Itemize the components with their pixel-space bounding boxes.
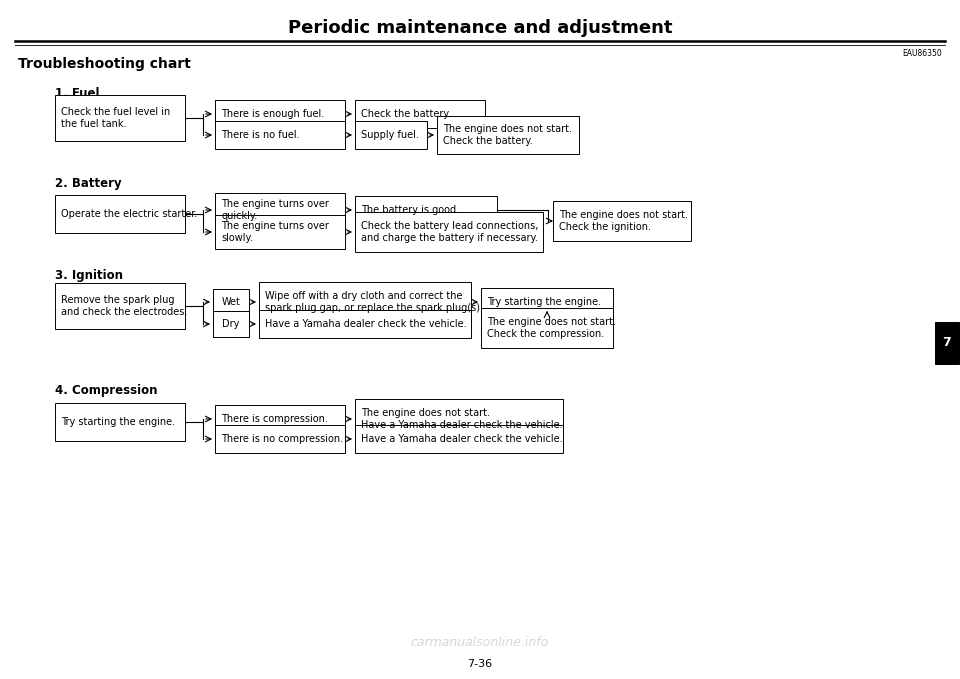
Text: There is no compression.: There is no compression. (221, 434, 343, 444)
FancyBboxPatch shape (355, 196, 497, 224)
Text: There is no fuel.: There is no fuel. (221, 130, 300, 140)
Text: 7: 7 (943, 337, 951, 350)
Text: Check the battery.: Check the battery. (361, 109, 451, 119)
Text: Wipe off with a dry cloth and correct the
spark plug gap, or replace the spark p: Wipe off with a dry cloth and correct th… (265, 291, 483, 313)
FancyBboxPatch shape (215, 215, 345, 249)
FancyBboxPatch shape (355, 212, 543, 252)
FancyBboxPatch shape (355, 425, 563, 453)
Text: The engine does not start.
Check the compression.: The engine does not start. Check the com… (487, 317, 616, 339)
FancyBboxPatch shape (553, 201, 691, 241)
Text: The engine turns over
quickly.: The engine turns over quickly. (221, 199, 329, 221)
Text: carmanualsonline.info: carmanualsonline.info (411, 636, 549, 649)
Text: Try starting the engine.: Try starting the engine. (61, 417, 175, 427)
Text: 7-36: 7-36 (468, 659, 492, 669)
Text: Dry: Dry (223, 319, 240, 329)
Text: Wet: Wet (222, 297, 240, 307)
Text: Have a Yamaha dealer check the vehicle.: Have a Yamaha dealer check the vehicle. (265, 319, 467, 329)
FancyBboxPatch shape (355, 121, 427, 149)
FancyBboxPatch shape (481, 308, 613, 348)
FancyBboxPatch shape (213, 289, 249, 315)
FancyBboxPatch shape (213, 311, 249, 337)
Text: 2. Battery: 2. Battery (55, 177, 122, 190)
Text: The engine does not start.
Have a Yamaha dealer check the vehicle.: The engine does not start. Have a Yamaha… (361, 408, 563, 430)
FancyBboxPatch shape (355, 399, 563, 439)
Text: The engine does not start.
Check the battery.: The engine does not start. Check the bat… (443, 124, 572, 146)
Text: EAU86350: EAU86350 (902, 49, 942, 58)
Text: The engine turns over
slowly.: The engine turns over slowly. (221, 221, 329, 243)
FancyBboxPatch shape (355, 100, 485, 128)
Text: There is enough fuel.: There is enough fuel. (221, 109, 324, 119)
FancyBboxPatch shape (259, 282, 471, 322)
FancyBboxPatch shape (215, 425, 345, 453)
FancyBboxPatch shape (481, 288, 613, 316)
FancyBboxPatch shape (259, 310, 471, 338)
Text: The engine does not start.
Check the ignition.: The engine does not start. Check the ign… (559, 210, 688, 232)
Text: Try starting the engine.: Try starting the engine. (487, 297, 601, 307)
FancyBboxPatch shape (437, 116, 579, 154)
Text: Remove the spark plug
and check the electrodes.: Remove the spark plug and check the elec… (61, 295, 187, 317)
FancyBboxPatch shape (935, 322, 959, 364)
FancyBboxPatch shape (215, 100, 345, 128)
Text: Troubleshooting chart: Troubleshooting chart (18, 57, 191, 71)
Text: The battery is good.: The battery is good. (361, 205, 459, 215)
Text: Operate the electric starter.: Operate the electric starter. (61, 209, 198, 219)
Text: Check the fuel level in
the fuel tank.: Check the fuel level in the fuel tank. (61, 107, 170, 129)
FancyBboxPatch shape (215, 193, 345, 227)
FancyBboxPatch shape (215, 121, 345, 149)
Text: Have a Yamaha dealer check the vehicle.: Have a Yamaha dealer check the vehicle. (361, 434, 563, 444)
FancyBboxPatch shape (55, 195, 185, 233)
FancyBboxPatch shape (55, 283, 185, 329)
Text: There is compression.: There is compression. (221, 414, 328, 424)
Text: Check the battery lead connections,
and charge the battery if necessary.: Check the battery lead connections, and … (361, 221, 539, 243)
FancyBboxPatch shape (55, 403, 185, 441)
Text: 3. Ignition: 3. Ignition (55, 269, 123, 282)
Text: Periodic maintenance and adjustment: Periodic maintenance and adjustment (288, 19, 672, 37)
Text: 4. Compression: 4. Compression (55, 384, 157, 397)
FancyBboxPatch shape (55, 95, 185, 141)
FancyBboxPatch shape (215, 405, 345, 433)
Text: Supply fuel.: Supply fuel. (361, 130, 419, 140)
Text: 1. Fuel: 1. Fuel (55, 87, 100, 100)
